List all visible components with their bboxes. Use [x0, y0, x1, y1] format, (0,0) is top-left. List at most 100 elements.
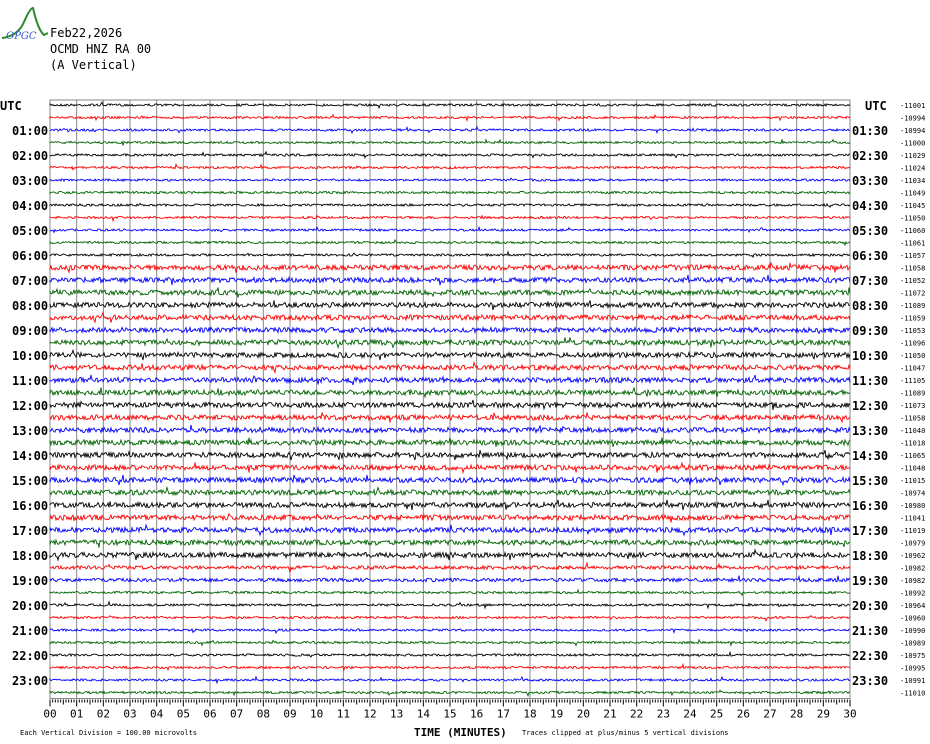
- trace-offset-label: -11072: [900, 290, 925, 298]
- seismic-trace: [49, 512, 851, 523]
- x-tick-label: 13: [390, 708, 403, 721]
- right-time-label: 06:30: [852, 249, 888, 263]
- right-time-label: 20:30: [852, 599, 888, 613]
- seismic-trace: [49, 412, 851, 424]
- left-time-label: UTC: [0, 99, 22, 113]
- x-tick-label: 03: [123, 708, 136, 721]
- right-time-label: 05:30: [852, 224, 888, 238]
- right-time-label: 21:30: [852, 624, 888, 638]
- trace-offset-label: -10982: [900, 565, 925, 573]
- right-time-label: 03:30: [852, 174, 888, 188]
- trace-offset-label: -10980: [900, 502, 925, 510]
- trace-offset-label: -11049: [900, 190, 925, 198]
- trace-offset-label: -11059: [900, 315, 925, 323]
- x-tick-label: 12: [363, 708, 376, 721]
- trace-offset-label: -11001: [900, 102, 925, 110]
- x-tick-label: 23: [657, 708, 670, 721]
- left-time-label: 02:00: [12, 149, 48, 163]
- trace-offset-label: -11018: [900, 440, 925, 448]
- right-time-label: 13:30: [852, 424, 888, 438]
- left-time-label: 09:00: [12, 324, 48, 338]
- seismic-trace: [49, 202, 851, 208]
- left-time-label: 05:00: [12, 224, 48, 238]
- date-label: Feb22,2026: [50, 26, 123, 40]
- x-tick-label: 14: [417, 708, 431, 721]
- seismic-trace: [49, 638, 851, 647]
- x-tick-label: 18: [523, 708, 536, 721]
- left-time-label: 01:00: [12, 124, 48, 138]
- x-tick-label: 00: [43, 708, 56, 721]
- x-tick-label: 07: [230, 708, 243, 721]
- left-time-label: 21:00: [12, 624, 48, 638]
- trace-offset-label: -10962: [900, 552, 925, 560]
- trace-offset-label: -11058: [900, 415, 925, 423]
- trace-offset-label: -10960: [900, 615, 925, 623]
- trace-offset-label: -10974: [900, 490, 925, 498]
- x-tick-label: 19: [550, 708, 563, 721]
- seismic-trace: [49, 449, 851, 461]
- seismic-trace: [49, 348, 851, 361]
- left-time-label: 22:00: [12, 649, 48, 663]
- seismic-trace: [49, 600, 851, 610]
- seismic-trace: [49, 214, 851, 223]
- trace-offset-label: -11040: [900, 427, 925, 435]
- x-tick-label: 26: [737, 708, 750, 721]
- trace-offset-label: -11058: [900, 265, 925, 273]
- trace-offset-label: -11089: [900, 390, 925, 398]
- x-tick-label: 04: [150, 708, 164, 721]
- trace-offset-label: -11089: [900, 302, 925, 310]
- seismic-trace: [49, 538, 851, 548]
- seismic-trace: [49, 689, 850, 697]
- seismic-trace: [49, 675, 851, 685]
- seismic-trace: [49, 163, 851, 171]
- trace-offset-label: -11053: [900, 327, 925, 335]
- right-time-label: 18:30: [852, 549, 888, 563]
- seismic-trace: [49, 461, 851, 475]
- left-time-label: 14:00: [12, 449, 48, 463]
- seismic-trace: [49, 177, 851, 183]
- seismic-trace: [49, 627, 851, 635]
- x-tick-label: 17: [497, 708, 510, 721]
- x-tick-label: 25: [710, 708, 723, 721]
- trace-offset-label: -11052: [900, 277, 925, 285]
- left-time-label: 11:00: [12, 374, 48, 388]
- x-tick-label: 15: [443, 708, 456, 721]
- left-time-label: 16:00: [12, 499, 48, 513]
- seismic-trace: [49, 614, 851, 623]
- seismic-trace: [49, 548, 851, 562]
- x-tick-label: 20: [577, 708, 590, 721]
- trace-offset-label: -11065: [900, 452, 925, 460]
- x-tick-label: 16: [470, 708, 483, 721]
- trace-offset-label: -10991: [900, 677, 925, 685]
- seismic-trace: [49, 274, 851, 286]
- x-tick-label: 08: [257, 708, 270, 721]
- seismic-trace: [49, 337, 851, 350]
- seismic-trace: [49, 300, 851, 311]
- left-time-label: 04:00: [12, 199, 48, 213]
- left-time-label: 06:00: [12, 249, 48, 263]
- trace-offset-label: -10994: [900, 115, 925, 123]
- seismic-trace: [49, 138, 851, 146]
- trace-offset-label: -11041: [900, 515, 925, 523]
- seismic-trace: [49, 574, 851, 584]
- seismic-trace: [49, 250, 851, 259]
- x-tick-label: 05: [177, 708, 190, 721]
- right-time-label: UTC: [865, 99, 887, 113]
- x-tick-label: 27: [763, 708, 776, 721]
- trace-offset-label: -11010: [900, 690, 925, 698]
- trace-offset-label: -11050: [900, 215, 925, 223]
- trace-offset-label: -11057: [900, 252, 925, 260]
- trace-offset-label: -11050: [900, 352, 925, 360]
- trace-offset-label: -10995: [900, 665, 925, 673]
- seismic-trace: [49, 437, 851, 448]
- trace-offset-label: -11015: [900, 477, 925, 485]
- left-time-label: 23:00: [12, 674, 48, 688]
- seismic-trace: [49, 588, 851, 597]
- trace-offset-label: -11105: [900, 377, 925, 385]
- seismic-trace: [49, 225, 851, 234]
- trace-offset-label: -10964: [900, 602, 925, 610]
- right-time-label: 08:30: [852, 299, 888, 313]
- right-time-label: 14:30: [852, 449, 888, 463]
- seismic-trace: [49, 190, 851, 195]
